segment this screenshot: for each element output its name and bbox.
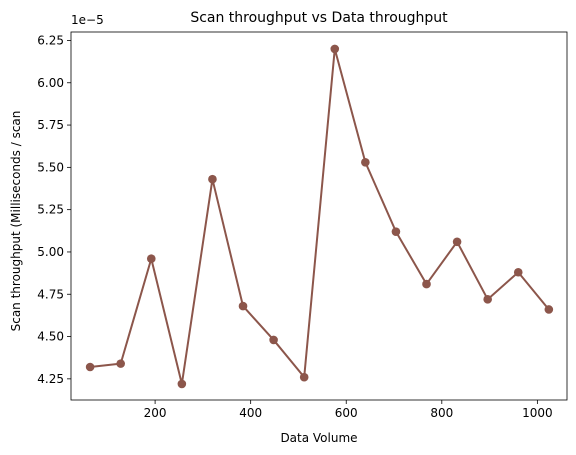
x-tick-label: 600 — [335, 406, 358, 420]
series-line — [89, 47, 550, 385]
data-point — [361, 157, 370, 167]
axes-frame — [70, 31, 568, 401]
data-point — [483, 295, 492, 304]
chart-title: Scan throughput vs Data throughput — [190, 10, 448, 26]
data-point — [85, 362, 95, 372]
data-point — [116, 359, 125, 368]
data-point — [452, 237, 462, 247]
x-axis-label: Data Volume — [280, 431, 357, 445]
x-tick-label: 800 — [430, 406, 453, 420]
y-tick-label: 5.00 — [37, 245, 64, 259]
y-tick-label: 4.50 — [37, 330, 64, 344]
x-tick-label: 200 — [144, 406, 167, 420]
data-point — [299, 372, 309, 382]
y-tick-label: 6.25 — [37, 33, 64, 47]
y-axis-label: Scan throughput (Milliseconds / scan — [9, 111, 23, 332]
data-point — [544, 305, 554, 314]
data-point — [146, 254, 156, 264]
data-point — [422, 279, 431, 289]
y-tick-label: 4.25 — [37, 372, 64, 386]
data-point — [208, 174, 217, 184]
y-tick-label: 4.75 — [37, 287, 64, 301]
y-tick-label: 5.75 — [37, 118, 64, 132]
data-point — [330, 44, 340, 54]
plot-area: 200 400 600 800 1000 4.25 4.50 4.75 5.00 5.25 5.50… — [37, 31, 568, 420]
x-tick-label: 1000 — [522, 406, 553, 420]
y-tick-label: 5.25 — [37, 203, 64, 217]
data-point — [513, 267, 523, 277]
data-point — [177, 379, 187, 389]
x-tick-label: 400 — [239, 406, 262, 420]
y-axis-offset-label: 1e−5 — [71, 13, 104, 27]
y-tick-label: 5.50 — [37, 160, 64, 174]
data-point — [269, 335, 278, 345]
data-point — [238, 301, 248, 311]
data-point — [391, 227, 401, 236]
y-tick-label: 6.00 — [37, 76, 64, 90]
